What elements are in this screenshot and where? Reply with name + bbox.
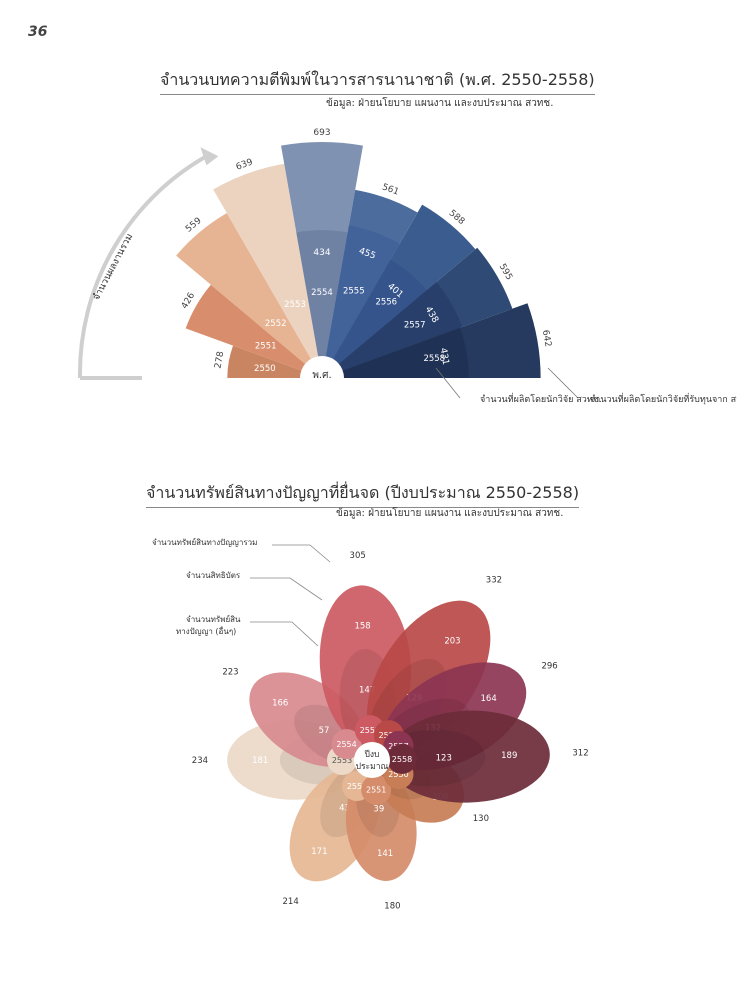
total-value-label: 296 — [541, 662, 557, 672]
legend-leader-total — [272, 544, 331, 563]
total-value-label: 312 — [572, 749, 588, 759]
fan-inner-value-label: 434 — [313, 248, 330, 258]
flower-center — [354, 742, 390, 778]
center-label-1: ปีงบ — [364, 749, 379, 760]
year-circle-2554 — [331, 729, 362, 760]
fan-inner-wedge-2556 — [322, 259, 427, 378]
fan-wedge-2552 — [176, 213, 322, 378]
petal-2558 — [387, 710, 550, 803]
fan-center-hub — [300, 356, 344, 400]
other-value-label: 39 — [373, 805, 384, 815]
patent-value-label: 141 — [377, 849, 393, 859]
total-value-label: 130 — [473, 814, 489, 824]
year-label: 2554 — [336, 740, 356, 749]
center-label-2: ประมาณ — [356, 762, 389, 772]
chart2-source: ข้อมูล: ฝ่ายนโยบาย แผนงาน และงบประมาณ สว… — [336, 508, 564, 519]
year-label: 2555 — [360, 726, 380, 735]
fan-wedge-2553 — [213, 163, 322, 378]
patent-value-label: 189 — [501, 751, 517, 761]
fan-inner-wedge-2554 — [296, 230, 348, 378]
fan-year-label: 2558 — [423, 354, 445, 364]
year-circle-2551 — [361, 774, 392, 805]
legend-label: จำนวนทรัพย์สิน — [186, 614, 241, 624]
outer-series-note: จำนวนที่ผลิตโดยนักวิจัยที่รับทุนจาก สวทช… — [590, 392, 737, 405]
fan-wedge-2550 — [227, 345, 322, 378]
other-value-label: 147 — [359, 686, 375, 696]
patent-value-label: 158 — [354, 621, 370, 631]
fan-year-label: 2554 — [311, 288, 333, 298]
fan-year-label: 2552 — [265, 319, 287, 329]
year-label: 2551 — [366, 786, 386, 795]
other-value-label: 123 — [436, 753, 452, 763]
fan-value-label: 693 — [313, 128, 330, 138]
fan-year-label: 2555 — [343, 287, 365, 297]
chart1-fan-svg: 278 2550426255155925526392553693255443456… — [77, 128, 737, 405]
year-label: 2550 — [388, 770, 408, 779]
total-value-label: 223 — [222, 668, 238, 678]
fan-year-label: 2553 — [284, 300, 306, 310]
year-circle-2558 — [386, 743, 417, 774]
fan-center-label: พ.ศ. — [312, 370, 331, 381]
legend-leader-patent — [250, 577, 323, 601]
arrow-head-icon — [200, 147, 219, 166]
total-value-label: 214 — [283, 897, 299, 907]
total-value-label: 234 — [192, 756, 208, 766]
chart1-source: ข้อมูล: ฝ่ายนโยบาย แผนงาน และงบประมาณ สว… — [326, 98, 554, 109]
legend-label: จำนวนทรัพย์สินทางปัญญารวม — [152, 537, 257, 547]
patent-value-label: 164 — [481, 694, 497, 704]
inner-note-leader — [435, 367, 461, 399]
other-value-label: 43 — [339, 804, 350, 814]
chart1-title: จำนวนบทความตีพิมพ์ในวารสารนานาชาติ (พ.ศ.… — [160, 68, 595, 95]
total-value-label: 180 — [384, 901, 400, 911]
year-label: 2552 — [347, 782, 367, 791]
chart2-title: จำนวนทรัพย์สินทางปัญญาที่ยื่นจด (ปีงบประ… — [146, 481, 580, 508]
other-value-label: 57 — [319, 726, 330, 736]
fan-inner-wedge-2558 — [322, 327, 469, 378]
patent-value-label: 181 — [252, 756, 268, 766]
fan-year-label: 2556 — [375, 297, 397, 307]
fan-wedge-2551 — [185, 284, 322, 378]
fan-value-label: 642 — [540, 329, 553, 348]
year-label: 2558 — [392, 755, 412, 764]
outer-note-leader — [547, 367, 579, 399]
fan-inner-value-label: 431 — [437, 347, 450, 366]
legend-label: ทางปัญญา (อื่นๆ) — [176, 625, 236, 636]
inner-series-note: จำนวนที่ผลิตโดยนักวิจัย สวทช. — [480, 392, 602, 405]
fan-value-label: 278 — [213, 350, 226, 369]
fan-inner-wedge-2557 — [322, 282, 463, 378]
legend-leader-other — [250, 621, 319, 647]
legend-label: จำนวนสิทธิบัตร — [186, 571, 241, 580]
page-number: 36 — [28, 24, 48, 40]
patent-value-label: 166 — [272, 699, 288, 709]
fan-year-label: 2557 — [404, 321, 426, 331]
total-arrow-line — [77, 155, 206, 379]
fan-year-label: 2551 — [255, 342, 277, 352]
fan-year-label: 2550 — [254, 364, 276, 374]
patent-value-label: 203 — [444, 637, 460, 647]
total-value-label: 332 — [486, 575, 502, 585]
fan-inner-wedge-2555 — [322, 225, 400, 378]
total-value-label: 305 — [350, 551, 366, 561]
year-label: 2553 — [332, 756, 352, 765]
patent-value-label: 171 — [311, 847, 327, 857]
